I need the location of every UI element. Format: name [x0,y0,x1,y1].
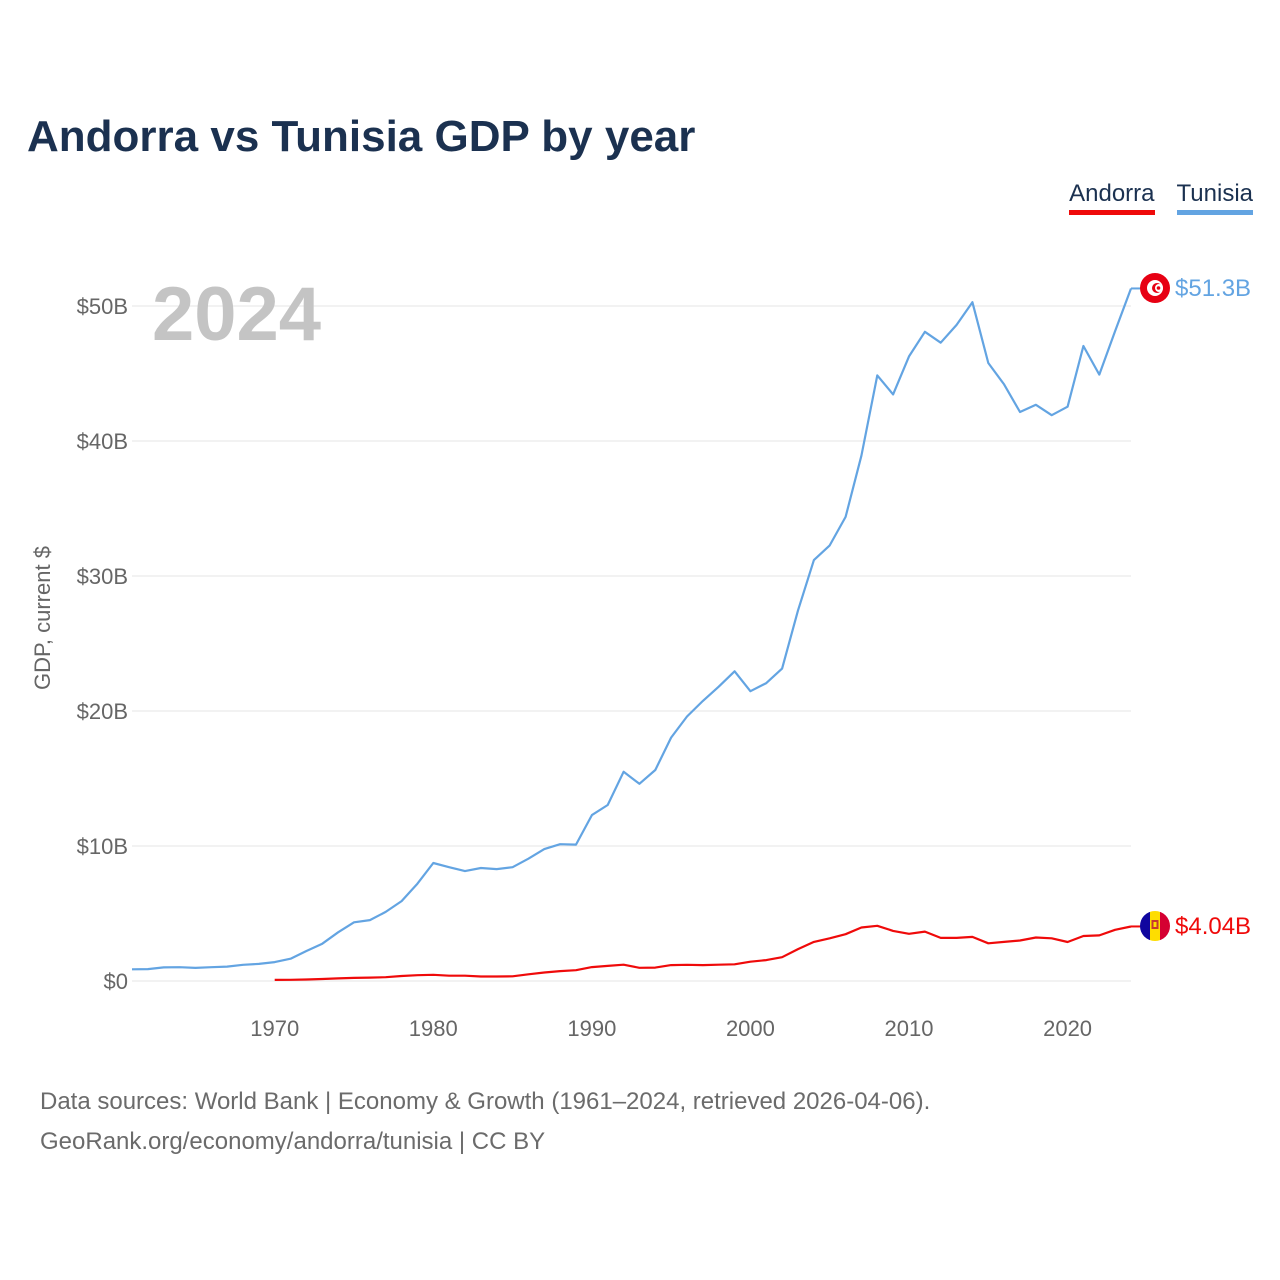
x-tick-label: 1970 [250,1016,299,1041]
x-tick-label: 2020 [1043,1016,1092,1041]
data-sources: Data sources: World Bank | Economy & Gro… [40,1082,930,1162]
gdp-line-chart: 2024 $0 $10B $20B $30B $40B $50B 1970 1980 1990… [30,272,1251,1041]
x-tick-label: 1980 [409,1016,458,1041]
series-lines [131,287,1141,982]
legend-item-tunisia[interactable]: Tunisia [1176,180,1253,215]
y-tick-label: $30B [77,564,128,589]
y-tick-label: $0 [104,969,128,994]
tunisia-flag-icon [1140,273,1170,303]
x-tick-label: 2010 [885,1016,934,1041]
chart-title: Andorra vs Tunisia GDP by year [27,112,696,161]
y-axis-tick-labels: $0 $10B $20B $30B $40B $50B [77,294,128,994]
y-tick-label: $10B [77,834,128,859]
series-end-markers: $51.3B $4.04B [1140,273,1251,941]
y-axis-label: GDP, current $ [30,546,55,690]
andorra-flag-icon [1140,911,1170,941]
x-tick-label: 2000 [726,1016,775,1041]
legend: Andorra Tunisia [1069,180,1253,215]
tunisia-end-label: $51.3B [1175,275,1251,302]
series-line-tunisia[interactable] [131,288,1133,971]
y-tick-label: $20B [77,699,128,724]
series-line-andorra[interactable] [274,924,1132,982]
andorra-end-label: $4.04B [1175,913,1251,940]
x-axis-tick-labels: 1970 1980 1990 2000 2010 2020 [250,1016,1092,1041]
sources-line-1: Data sources: World Bank | Economy & Gro… [40,1088,931,1115]
gridlines [132,305,1131,982]
year-label: 2024 [152,272,321,357]
x-tick-label: 1990 [567,1016,616,1041]
legend-item-andorra[interactable]: Andorra [1069,180,1155,215]
sources-line-2[interactable]: GeoRank.org/economy/andorra/tunisia | CC… [40,1128,546,1155]
y-tick-label: $40B [77,429,128,454]
y-tick-label: $50B [77,294,128,319]
